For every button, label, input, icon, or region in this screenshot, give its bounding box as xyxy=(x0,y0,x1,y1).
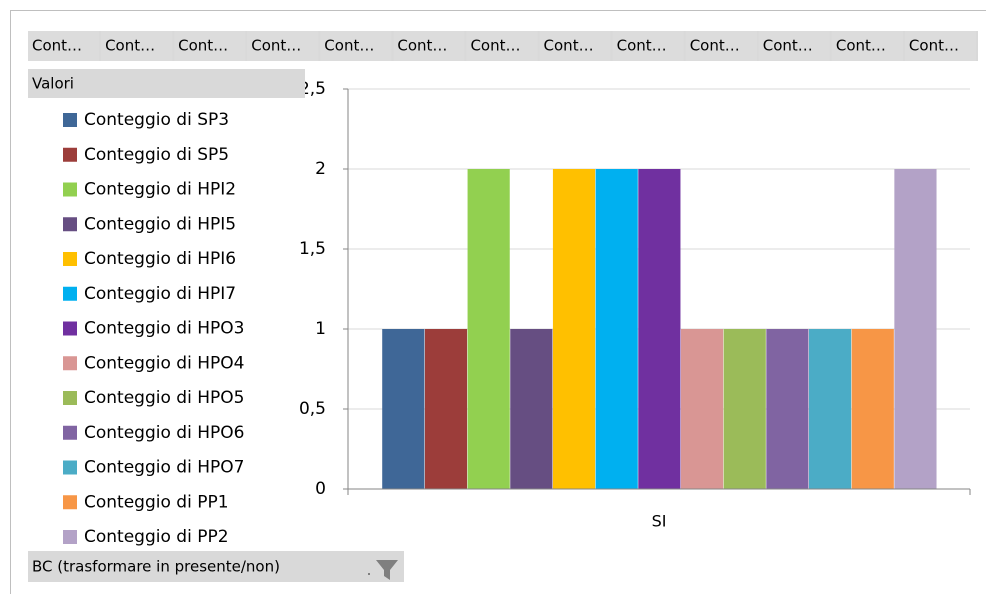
bar xyxy=(680,329,724,489)
filter-icon[interactable] xyxy=(376,560,398,580)
field-button[interactable] xyxy=(758,31,830,61)
field-button-label[interactable]: Cont… xyxy=(32,37,82,55)
legend-label: Conteggio di HPI5 xyxy=(84,214,236,234)
bar xyxy=(894,169,937,489)
field-button[interactable] xyxy=(831,31,903,61)
field-button-label[interactable]: Cont… xyxy=(690,37,740,55)
field-button[interactable] xyxy=(28,31,100,61)
bar xyxy=(723,329,766,489)
legend-swatch xyxy=(63,217,77,232)
bar xyxy=(808,329,852,489)
legend-swatch xyxy=(63,252,77,266)
y-tick-label: 1,5 xyxy=(299,239,326,259)
field-button-label[interactable]: Cont… xyxy=(617,37,667,55)
legend-swatch xyxy=(63,425,77,440)
field-button[interactable] xyxy=(466,31,538,61)
legend-label: Conteggio di HPO5 xyxy=(84,388,244,408)
filter-button[interactable] xyxy=(28,551,404,582)
field-button[interactable] xyxy=(393,31,465,61)
field-button[interactable] xyxy=(174,31,246,61)
field-button[interactable] xyxy=(101,31,173,61)
field-buttons: Cont… Cont… Cont… Cont… Cont… Cont… Cont… Cont…… xyxy=(28,31,978,582)
bar xyxy=(467,169,510,489)
filter-button-label[interactable]: BC (trasformare in presente/non) xyxy=(32,558,280,576)
legend-swatch xyxy=(63,391,77,405)
legend: Conteggio di SP3 Conteggio di SP5 Conteggi… xyxy=(63,110,244,547)
bar xyxy=(766,329,809,489)
y-tick-label: 1 xyxy=(315,319,326,339)
field-button[interactable] xyxy=(320,31,392,61)
legend-swatch xyxy=(63,147,77,162)
field-button-label[interactable]: Cont… xyxy=(105,37,155,55)
field-button-label[interactable]: Cont… xyxy=(178,37,228,55)
bar xyxy=(851,329,894,489)
field-button-label[interactable]: Cont… xyxy=(470,37,520,55)
field-button-label[interactable]: Cont… xyxy=(909,37,959,55)
legend-label: Conteggio di HPI6 xyxy=(84,249,236,269)
legend-label: Conteggio di HPO4 xyxy=(84,353,244,373)
field-button-label[interactable]: Cont… xyxy=(544,37,594,55)
legend-swatch xyxy=(63,460,77,475)
legend-label: Conteggio di HPI7 xyxy=(84,284,236,304)
field-button-label[interactable]: Cont… xyxy=(324,37,374,55)
field-button-label[interactable]: Cont… xyxy=(763,37,813,55)
field-button-label[interactable]: Cont… xyxy=(397,37,447,55)
legend-swatch xyxy=(63,113,77,127)
field-button[interactable] xyxy=(247,31,319,61)
field-button[interactable] xyxy=(685,31,757,61)
legend-label: Conteggio di HPI2 xyxy=(84,180,236,200)
bar xyxy=(552,169,596,489)
legend-label: Conteggio di PP2 xyxy=(84,527,229,547)
field-button[interactable] xyxy=(612,31,684,61)
values-button-label[interactable]: Valori xyxy=(32,75,74,93)
legend-swatch xyxy=(63,321,77,336)
y-tick-label: 0 xyxy=(315,479,326,499)
bar xyxy=(510,329,553,489)
legend-label: Conteggio di SP5 xyxy=(84,145,229,165)
values-button[interactable] xyxy=(28,69,305,98)
legend-label: Conteggio di HPO6 xyxy=(84,423,244,443)
y-tick-label: 2 xyxy=(315,159,326,179)
frame xyxy=(10,10,986,594)
legend-label: Conteggio di SP3 xyxy=(84,110,229,130)
legend-label: Conteggio di HPO3 xyxy=(84,319,244,339)
bar xyxy=(638,169,681,489)
legend-label: Conteggio di HPO7 xyxy=(84,458,244,478)
y-tick-label: 0,5 xyxy=(299,399,326,419)
y-tick-label: 2,5 xyxy=(299,79,326,99)
bar xyxy=(382,329,425,489)
field-button-label[interactable]: Cont… xyxy=(836,37,886,55)
bar xyxy=(424,329,468,489)
field-button[interactable] xyxy=(539,31,611,61)
legend-swatch xyxy=(63,286,77,301)
legend-swatch xyxy=(63,356,77,371)
x-tick-label: SI xyxy=(652,512,667,531)
bar xyxy=(595,169,638,489)
legend-swatch xyxy=(63,495,77,510)
legend-swatch xyxy=(63,530,77,544)
legend-label: Conteggio di PP1 xyxy=(84,492,229,512)
dropdown-dot xyxy=(368,573,370,575)
plot-area: 0 0,5 1 1,5 2 2,5 SI xyxy=(299,79,971,531)
field-button-label[interactable]: Cont… xyxy=(251,37,301,55)
legend-swatch xyxy=(63,182,77,197)
field-button[interactable] xyxy=(904,31,976,61)
